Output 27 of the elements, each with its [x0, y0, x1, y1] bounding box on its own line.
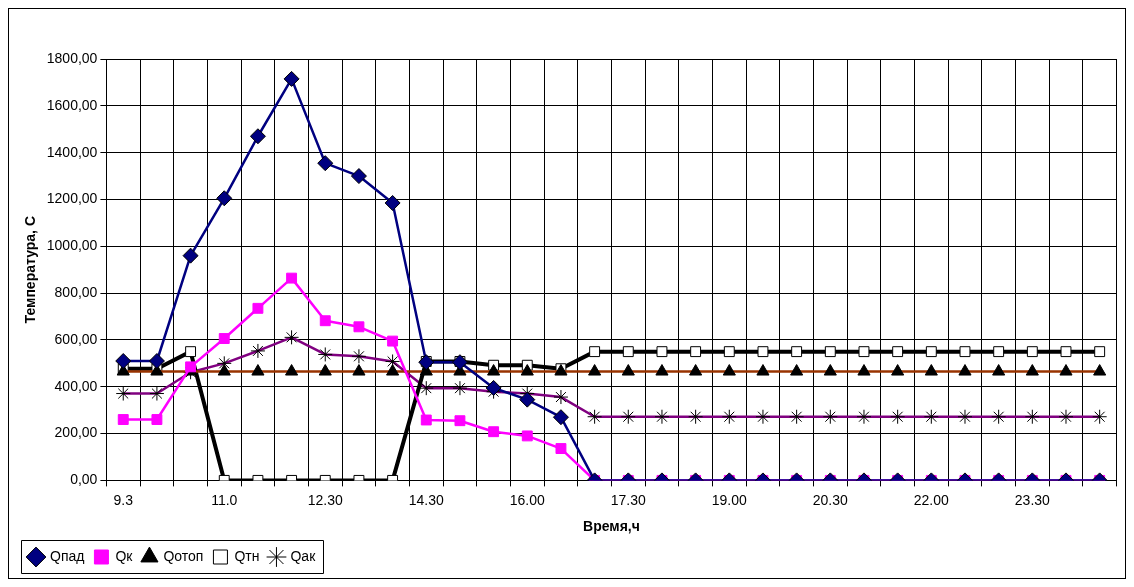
- x-axis-title: Время,ч: [583, 518, 640, 535]
- x-tick-label: 12.30: [307, 491, 343, 508]
- x-tick-label: 23.30: [1014, 491, 1051, 508]
- legend-label: Qк: [115, 547, 134, 564]
- x-tick-label: 11.0: [211, 491, 238, 508]
- x-tick-label: 20.30: [812, 491, 849, 508]
- y-tick-label: 0,00: [70, 471, 98, 488]
- y-tick-label: 1400,00: [46, 143, 98, 160]
- y-tick-label: 1200,00: [46, 190, 98, 207]
- legend-label: Qотоп: [163, 547, 204, 564]
- x-tick-label: 16.00: [509, 491, 545, 508]
- x-tick-label: 22.00: [913, 491, 950, 508]
- x-tick-label: 9.3: [113, 491, 134, 508]
- x-tick-label: 14.30: [408, 491, 444, 508]
- y-axis-title: Температура, С: [22, 215, 39, 324]
- y-tick-label: 1800,00: [46, 49, 98, 66]
- x-tick-label: 17.30: [610, 491, 647, 508]
- y-tick-label: 400,00: [54, 377, 98, 394]
- legend-label: Qак: [290, 547, 317, 564]
- y-tick-label: 1000,00: [46, 237, 98, 254]
- y-tick-label: 800,00: [54, 283, 98, 300]
- y-tick-label: 600,00: [54, 330, 98, 347]
- y-tick-label: 200,00: [54, 424, 98, 441]
- legend-label: Qпад: [50, 547, 85, 564]
- legend-label: Qтн: [234, 547, 260, 564]
- y-tick-label: 1600,00: [46, 96, 98, 113]
- x-tick-label: 19.00: [711, 491, 748, 508]
